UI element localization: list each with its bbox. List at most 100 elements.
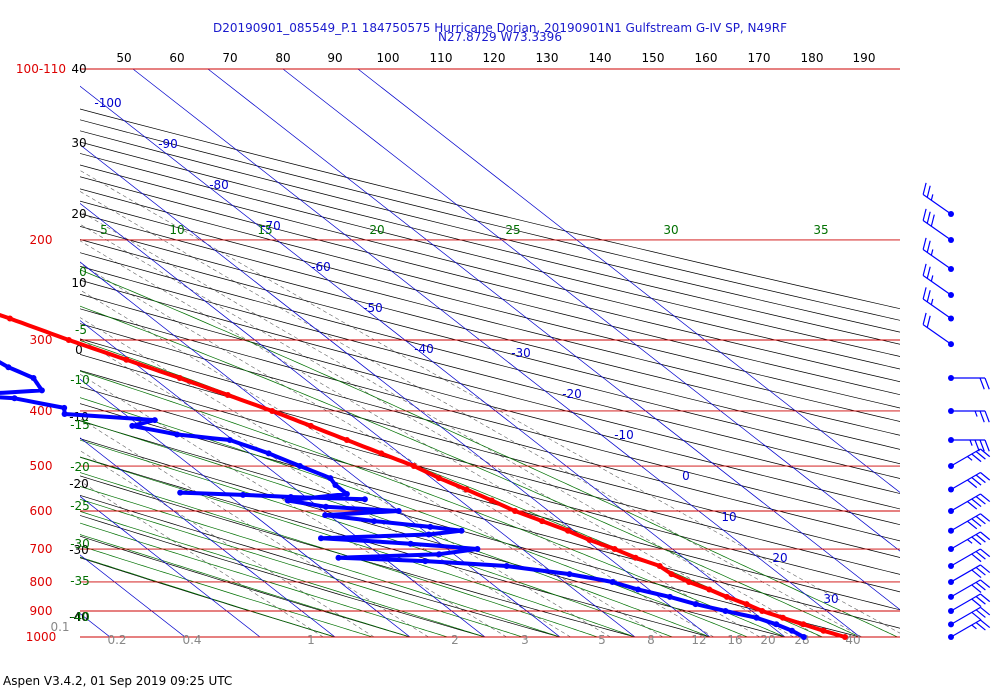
temperature-point xyxy=(743,601,750,608)
dry-adiabat-label: -20 xyxy=(69,477,89,491)
isotherm-label: -30 xyxy=(511,346,531,360)
top-axis-tick-label: 180 xyxy=(801,51,824,65)
top-axis-tick-label: 190 xyxy=(853,51,876,65)
dry-adiabat xyxy=(80,475,636,638)
wind-barb-flag xyxy=(984,439,990,452)
top-axis-tick-label: 110 xyxy=(430,51,453,65)
wind-barb-flag xyxy=(980,493,991,503)
top-axis-tick-label: 60 xyxy=(169,51,184,65)
wind-barb xyxy=(948,437,990,452)
dewpoint-bottom-out-line xyxy=(180,490,365,502)
moist-adiabat-top-label: 20 xyxy=(369,223,384,237)
dewpoint-point xyxy=(458,527,465,534)
mixing-ratio-label: 0.2 xyxy=(107,633,126,647)
dewpoint-point xyxy=(61,404,68,411)
wind-barb-flag xyxy=(971,611,982,621)
wind-barb-flag xyxy=(922,263,927,276)
dewpoint-point xyxy=(322,503,329,510)
wind-barb-flag xyxy=(975,534,986,543)
temperature-point xyxy=(488,497,495,504)
wind-barb xyxy=(922,263,954,299)
top-axis-tick-label: 140 xyxy=(589,51,612,65)
wind-barb-staff xyxy=(950,548,981,567)
dewpoint-point xyxy=(332,482,339,488)
dewpoint-point xyxy=(371,518,378,525)
temperature-point xyxy=(269,408,276,414)
moist-adiabat-top-label: 25 xyxy=(505,223,520,237)
top-axis-tick-label: 50 xyxy=(116,51,131,65)
dry-adiabat xyxy=(80,252,900,465)
dewpoint-bottom-out-point xyxy=(240,491,246,498)
dry-adiabat-label: 20 xyxy=(71,207,86,221)
dewpoint-point xyxy=(327,475,334,482)
isotherm-label: 20 xyxy=(772,551,787,565)
temperature-point xyxy=(779,614,786,621)
dewpoint-point xyxy=(635,586,641,593)
dewpoint-point xyxy=(425,531,432,538)
dewpoint-point xyxy=(151,417,158,424)
dewpoint-point xyxy=(722,608,729,614)
isotherm-line xyxy=(80,495,261,638)
isotherm-line xyxy=(357,68,900,493)
moist-adiabat xyxy=(80,420,711,638)
pressure-tick-label: 300 xyxy=(30,333,53,347)
wind-barb xyxy=(922,312,954,348)
dry-adiabat xyxy=(80,354,900,575)
wind-barb-staff xyxy=(950,606,981,625)
dewpoint-point xyxy=(773,621,780,628)
dewpoint-point xyxy=(753,614,760,621)
temperature-point xyxy=(686,579,692,585)
wind-barb xyxy=(948,548,991,570)
pressure-tick-label: 500 xyxy=(30,459,53,473)
moist-adiabat-left-label: 0 xyxy=(79,265,87,279)
mixing-ratio-label: 2 xyxy=(451,633,459,647)
pressure-tick-label: 200 xyxy=(30,233,53,247)
wind-barb-flag xyxy=(967,539,973,544)
moist-adiabat xyxy=(80,472,598,638)
dewpoint-point xyxy=(30,375,37,381)
temperature-line xyxy=(0,313,846,639)
pressure-tick-label: 800 xyxy=(30,575,53,589)
wind-barb xyxy=(922,208,954,243)
mixing-ratio-label: 5 xyxy=(598,633,606,647)
dry-adiabat xyxy=(80,188,900,396)
mixing-ratio-label: 20 xyxy=(760,633,775,647)
wind-barb-flag xyxy=(922,237,927,250)
wind-barb-flag xyxy=(930,275,934,282)
dewpoint-point xyxy=(436,551,443,558)
wind-barb-flag xyxy=(975,596,986,605)
dry-adiabat xyxy=(80,515,486,638)
wind-barb-staff xyxy=(922,249,952,270)
temperature-point xyxy=(668,571,675,578)
moist-adiabat-left-label: -20 xyxy=(70,460,90,474)
temperature-trace xyxy=(0,313,848,640)
mixing-ratio-line xyxy=(80,450,375,638)
wind-barb xyxy=(922,182,954,217)
temperature-point xyxy=(410,463,417,469)
wind-barb-staff xyxy=(922,324,952,345)
wind-barb-flag xyxy=(967,501,978,510)
mixing-ratio-line xyxy=(80,480,324,638)
dewpoint-point xyxy=(407,540,414,547)
wind-barb-flag xyxy=(980,531,991,541)
wind-barb-flag xyxy=(984,377,990,390)
dry-adiabat-label: 40 xyxy=(71,62,86,76)
temperature-point xyxy=(820,627,827,634)
wind-barb-flag xyxy=(930,298,934,305)
temperature-point xyxy=(565,527,571,534)
mixing-ratio-line xyxy=(80,338,571,638)
wind-barb-staff xyxy=(922,194,952,215)
top-axis-tick-label: 130 xyxy=(536,51,559,65)
dry-adiabat xyxy=(80,403,900,629)
moist-adiabat xyxy=(80,305,861,638)
dry-adiabat-label: 0 xyxy=(75,343,83,357)
temperature-point xyxy=(176,375,183,381)
wind-barb-flag xyxy=(926,315,931,328)
wind-barb xyxy=(922,287,954,322)
top-axis-tick-label: 150 xyxy=(642,51,665,65)
dewpoint-bottom-out-point xyxy=(361,496,368,503)
dry-adiabat-label: -30 xyxy=(69,543,89,557)
mixing-ratio-label: 12 xyxy=(691,633,706,647)
wind-barb-staff xyxy=(950,531,981,550)
dry-adiabat xyxy=(80,200,900,409)
